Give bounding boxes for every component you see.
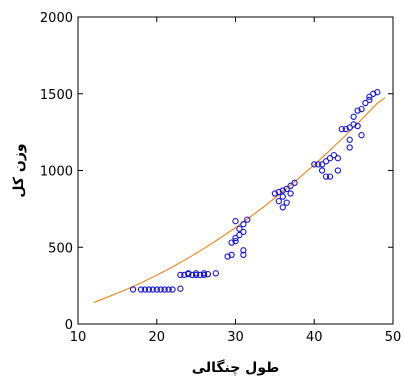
scatter-point [212, 270, 219, 277]
scatter-point [149, 286, 156, 293]
scatter-point [350, 121, 357, 128]
scatter-point [358, 132, 365, 139]
scatter-point [157, 286, 164, 293]
scatter-point [236, 225, 243, 232]
scatter-point [366, 93, 373, 100]
scatter-point [291, 179, 298, 186]
scatter-point [338, 125, 345, 133]
y-tick-label: 1500 [40, 88, 73, 103]
scatter-point [240, 251, 247, 259]
scatter-point [240, 221, 247, 228]
y-tick-label: 0 [65, 318, 73, 333]
scatter-point [330, 151, 338, 159]
scatter-point [326, 155, 334, 162]
scatter-point [275, 198, 282, 205]
scatter-point [275, 188, 282, 196]
scatter-point [322, 158, 330, 165]
scatter-point [185, 270, 192, 277]
scatter-point [326, 173, 334, 180]
y-tick-label: 1000 [40, 165, 73, 180]
scatter-point [181, 271, 188, 279]
scatter-point [177, 271, 184, 279]
fit-curve [93, 97, 386, 303]
scatter-point [366, 96, 373, 104]
scatter-point [370, 90, 377, 97]
scatter-point [354, 107, 361, 114]
scatter-point [287, 182, 294, 189]
scatter-point [311, 161, 318, 168]
scatter-point [232, 237, 239, 245]
scatter-point [165, 286, 172, 293]
scatter-point [334, 155, 342, 162]
scatter-point [358, 105, 365, 113]
scatter-point [315, 161, 322, 168]
scatter-point [346, 124, 353, 131]
scatter-point [161, 286, 168, 293]
scatter-point [354, 122, 361, 130]
scatter-point [279, 187, 286, 194]
y-tick-label: 2000 [40, 11, 73, 26]
x-tick-label: 10 [70, 330, 87, 345]
x-axis-title: طول چنگالی [192, 359, 280, 376]
scatter-point [204, 270, 212, 278]
x-tick-label: 50 [385, 330, 402, 345]
scatter-point [283, 199, 290, 206]
scatter-point [228, 251, 235, 259]
scatter-point [240, 247, 247, 254]
x-tick-label: 40 [306, 330, 323, 345]
scatter-point [228, 239, 235, 246]
scatter-point [232, 218, 239, 225]
scatter-point [137, 286, 145, 293]
scatter-point [177, 285, 184, 292]
scatter-point [145, 286, 153, 293]
scatter-point [153, 286, 160, 293]
plot-area-frame [77, 16, 394, 325]
scatter-point [240, 228, 247, 236]
scatter-point [141, 286, 149, 293]
y-axis-title: وزن کل [11, 143, 27, 197]
scatter-point [236, 231, 243, 239]
scatter-point [232, 234, 239, 242]
x-tick-label: 20 [148, 330, 165, 345]
scatter-points-layer [129, 89, 381, 293]
scatter-point [346, 136, 353, 143]
scatter-point [279, 193, 286, 200]
fit-curve-layer [93, 97, 386, 303]
x-tick-label: 30 [227, 330, 244, 345]
scatter-point [244, 216, 251, 223]
scatter-point [346, 144, 353, 151]
y-tick-label: 500 [48, 241, 73, 256]
scatter-point [189, 271, 196, 279]
scatter-point [283, 185, 290, 193]
scatter-point [362, 99, 369, 107]
scatter-point [334, 167, 342, 174]
scatter-point [196, 271, 204, 279]
scatter-point [169, 286, 176, 293]
scatter-point [129, 286, 137, 293]
scatter-point [271, 190, 279, 197]
scatter-point [342, 125, 349, 133]
scatter-point [318, 161, 326, 168]
scatter-point [287, 190, 294, 197]
scatter-point [322, 173, 330, 180]
scatter-point [374, 89, 381, 96]
scatter-point [224, 253, 231, 260]
scatter-point [279, 204, 286, 211]
scatter-point [192, 271, 200, 279]
scatter-point [318, 167, 326, 174]
scatter-point [200, 271, 208, 279]
scatter-point [350, 113, 357, 120]
